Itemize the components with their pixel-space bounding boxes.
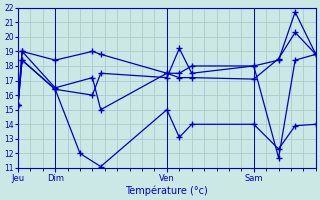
X-axis label: Température (°c): Température (°c) xyxy=(125,185,208,196)
